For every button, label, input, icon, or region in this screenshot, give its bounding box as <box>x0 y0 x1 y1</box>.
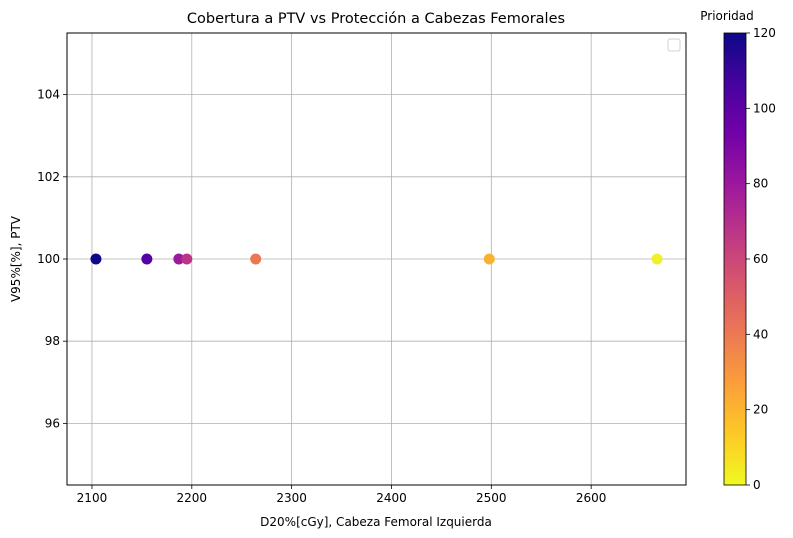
colorbar-axis: 0 20 40 60 80 100 120 <box>746 26 776 492</box>
scatter-point <box>250 253 262 265</box>
data-points <box>90 253 663 265</box>
colorbar-tick-label: 100 <box>753 101 776 115</box>
scatter-point <box>173 253 185 265</box>
x-axis: 2100 2200 2300 2400 2500 2600 <box>77 485 607 505</box>
chart-title: Cobertura a PTV vs Protección a Cabezas … <box>187 11 565 27</box>
colorbar-label: Prioridad <box>700 9 754 23</box>
scatter-point <box>181 253 193 265</box>
y-tick-label: 98 <box>45 334 60 348</box>
legend-box <box>667 38 681 52</box>
x-tick-label: 2100 <box>77 491 108 505</box>
scatter-point <box>90 253 102 265</box>
colorbar-tick-label: 40 <box>753 327 768 341</box>
scatter-point <box>483 253 495 265</box>
grid-lines <box>67 33 686 485</box>
y-tick-label: 102 <box>37 170 60 184</box>
x-tick-label: 2200 <box>177 491 208 505</box>
y-axis: 96 98 100 102 104 <box>37 88 67 430</box>
y-axis-label: V95%[%], PTV <box>9 215 23 302</box>
colorbar-tick-label: 120 <box>753 26 776 40</box>
scatter-point <box>141 253 153 265</box>
y-tick-label: 96 <box>45 416 60 430</box>
x-tick-label: 2400 <box>376 491 407 505</box>
x-tick-label: 2500 <box>476 491 507 505</box>
scatter-point <box>651 253 663 265</box>
y-tick-label: 100 <box>37 252 60 266</box>
colorbar-tick-label: 20 <box>753 403 768 417</box>
x-tick-label: 2600 <box>576 491 607 505</box>
y-tick-label: 104 <box>37 88 60 102</box>
x-tick-label: 2300 <box>276 491 307 505</box>
colorbar-tick-label: 80 <box>753 177 768 191</box>
colorbar-tick-label: 0 <box>753 478 761 492</box>
colorbar-tick-label: 60 <box>753 252 768 266</box>
colorbar <box>723 32 747 486</box>
x-axis-label: D20%[cGy], Cabeza Femoral Izquierda <box>260 515 492 529</box>
